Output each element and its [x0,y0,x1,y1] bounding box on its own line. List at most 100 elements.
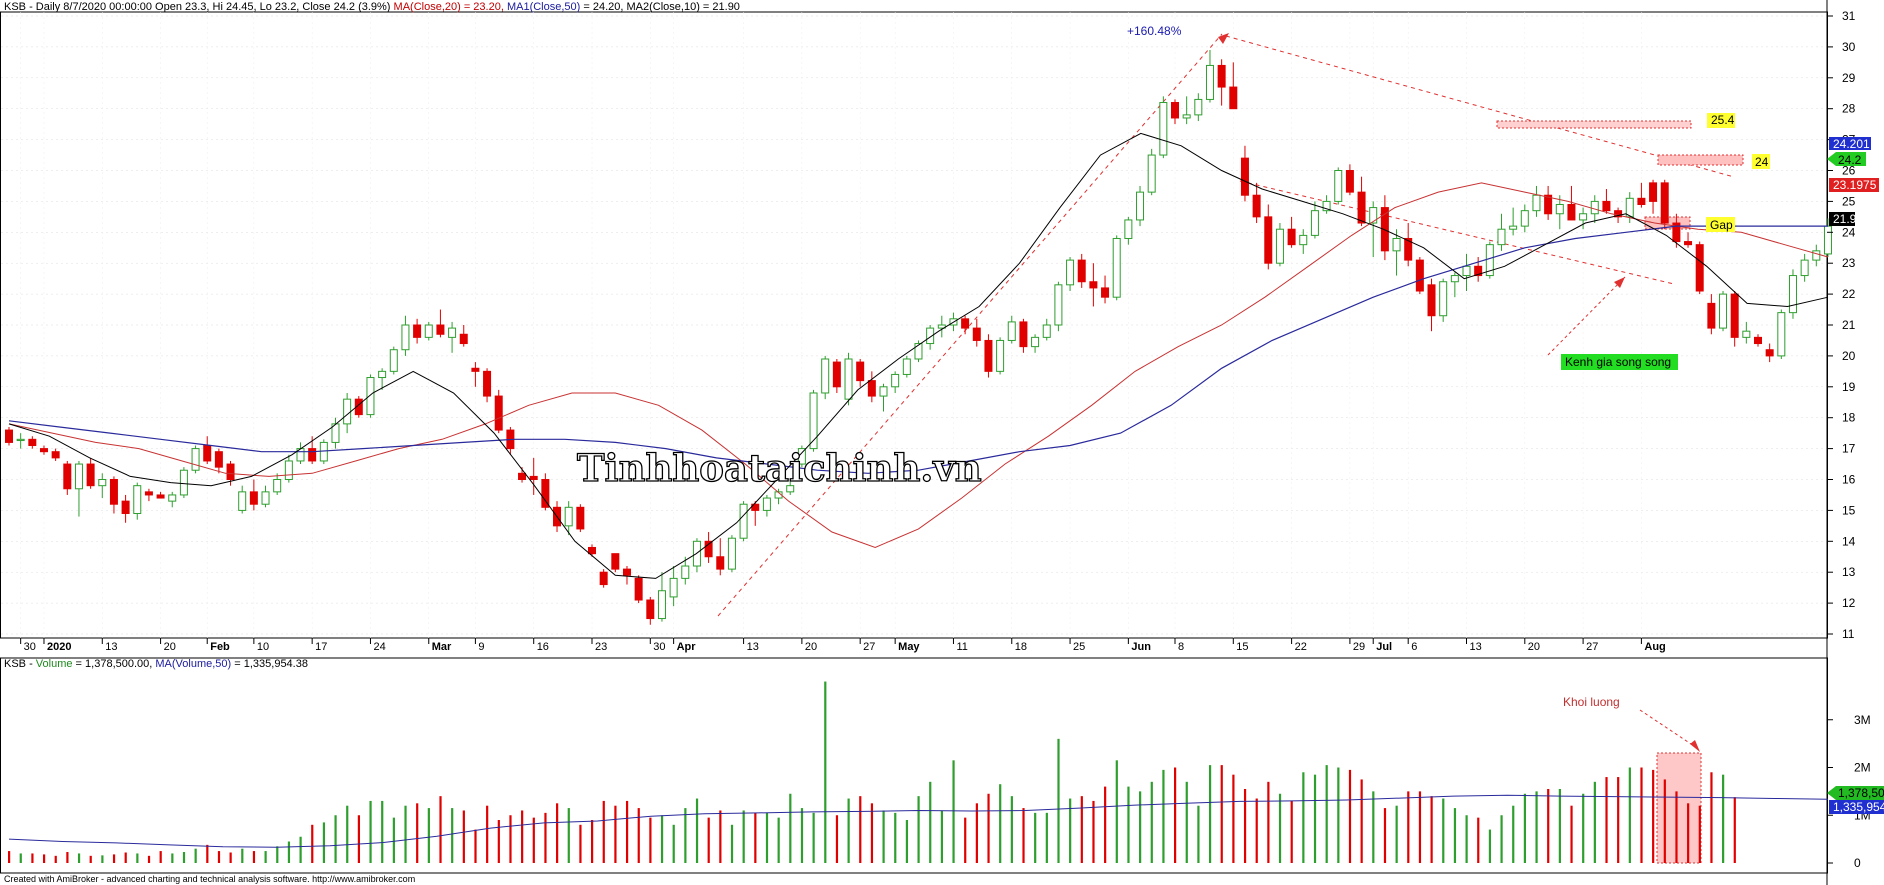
volume-bar [905,820,909,863]
price-header-part: MA1(Close,50) [504,1,580,13]
candle-body [1404,237,1413,261]
volume-bar [1150,781,1153,863]
candle-body [1777,312,1786,357]
volume-bar [474,829,477,863]
volume-bar [719,810,722,863]
candle-body [529,475,538,481]
volume-bar [1407,791,1410,863]
volume-bar [1640,767,1643,863]
candle-body [1124,219,1133,239]
volume-badge: 1,378,500 [1838,786,1884,800]
volume-bar [1558,788,1561,863]
volume-bar [369,800,372,863]
candle-body [366,377,375,416]
volume-bar [77,853,81,863]
candle-body [1567,203,1576,221]
candle-body [86,463,95,487]
ma50-badge: 24.201 [1833,137,1870,151]
candle-body [1509,225,1518,230]
candle-body [249,491,258,505]
volume-bar [416,803,419,863]
candle-body [191,448,200,471]
volume-bar [579,824,582,863]
date-axis-label: 8 [1178,641,1184,653]
candle-body [1730,293,1739,338]
volume-axis-label: 2M [1854,761,1871,775]
date-axis: 30 2020 13 20 Feb 10 17 24 Mar 9 16 23 30 Apr 13 20 27 Ma… [20,638,1666,653]
candle-body [588,546,596,555]
candle-body [961,318,970,329]
volume-bar [206,844,209,863]
candle-body [1357,191,1366,224]
volume-bar [1488,829,1492,863]
price-axis: 1112131415161718192021222324252627282930… [1827,9,1856,641]
volume-bar [101,855,104,863]
volume-bar [42,854,46,863]
volume-bar [882,810,885,863]
candle-body [413,324,422,338]
volume-bar [1208,765,1212,863]
candle-body [354,398,363,416]
candle-body [273,479,282,493]
candle-body [1077,259,1086,283]
candle-body [401,324,410,351]
volume-bar [1722,774,1725,863]
volume-bar [637,808,640,863]
volume-bar [1523,793,1526,863]
candle-body [51,451,60,459]
volume-header-part: KSB - [4,658,36,670]
volume-bar [229,852,232,863]
candle-body [879,386,888,397]
volume-bar [521,810,524,863]
volume-bar [299,836,302,863]
channel-pointer-line [1547,276,1626,356]
volume-bar [1418,791,1422,863]
price-axis-label: 17 [1842,442,1856,456]
candle-body [1369,207,1378,224]
candle-body [1019,321,1028,348]
grid-layer [1,12,1826,638]
price-header-part: KSB - Daily 8/7/2020 00:00:00 Open 23.3,… [4,1,394,13]
volume-bar [1593,781,1596,863]
volume-bar [1185,781,1188,863]
price-axis-label: 12 [1842,596,1856,610]
date-axis-label: Jun [1131,641,1151,653]
volume-axis-label: 0 [1854,856,1861,870]
volume-bar [1383,808,1387,863]
candle-body [1684,241,1693,246]
volume-bar [112,854,116,863]
candle-body [891,373,900,388]
candle-body [308,448,317,462]
volume-bar [381,800,384,863]
candle-body [63,463,72,490]
volume-bar [252,851,256,863]
volume-header-part: MA(Volume,50) [155,658,231,670]
volume-bar [684,808,687,863]
volume-bar [660,815,664,863]
candle-body [634,577,643,601]
ma10-line [8,132,1829,579]
candle-body [1229,86,1238,110]
candle-body [1101,287,1110,298]
price-axis-label: 29 [1842,71,1856,85]
date-axis-label: 18 [1015,641,1027,653]
volume-bar [54,855,57,863]
volume-bar [486,805,489,863]
candle-body [1812,250,1821,261]
volume-bar [276,846,279,863]
candle-body [121,500,130,514]
volume-bar [847,798,850,863]
candle-body [343,398,352,425]
volume-bar [1290,800,1293,863]
candle-body [156,494,165,499]
volume-bar [614,805,617,863]
volume-bar [1698,805,1701,863]
volume-bar [1512,805,1515,863]
volume-bar [1687,803,1690,863]
volume-bar [31,853,34,863]
channel-lower-line [1239,180,1675,285]
volume-bar [1045,812,1048,863]
candle-body [809,392,818,450]
channel-label-bg [1561,354,1678,370]
candle-body [238,491,247,511]
